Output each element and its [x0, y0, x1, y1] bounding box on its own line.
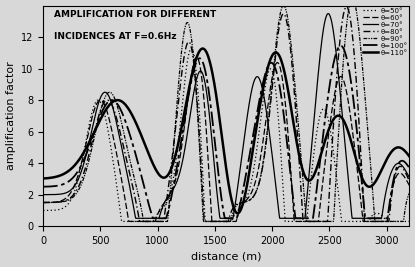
θ=80°: [319, 220, 324, 223]
θ=50°: [41, 209, 46, 212]
θ=90°: [142, 220, 146, 223]
θ=110°: [254, 123, 259, 126]
θ=80°: [344, 5, 349, 8]
θ=60°: [264, 115, 269, 118]
θ=110°: [320, 150, 325, 153]
θ=90°: [347, 4, 352, 7]
θ=80°: [63, 199, 68, 202]
θ=90°: [274, 34, 279, 37]
θ=110°: [235, 212, 240, 215]
Y-axis label: amplification factor: amplification factor: [5, 61, 15, 170]
θ=60°: [407, 184, 412, 187]
Line: θ=100°: θ=100°: [43, 46, 410, 218]
θ=110°: [63, 171, 68, 175]
θ=50°: [275, 106, 280, 109]
θ=50°: [357, 220, 362, 223]
θ=90°: [407, 192, 412, 195]
θ=90°: [264, 140, 269, 144]
θ=50°: [264, 78, 269, 82]
θ=60°: [275, 61, 280, 64]
θ=60°: [254, 175, 259, 178]
θ=90°: [357, 34, 362, 37]
θ=80°: [137, 220, 142, 223]
θ=90°: [41, 201, 46, 204]
Line: θ=80°: θ=80°: [43, 7, 410, 221]
θ=60°: [63, 197, 68, 200]
θ=50°: [254, 148, 259, 151]
θ=50°: [407, 220, 412, 223]
θ=70°: [319, 42, 324, 45]
Line: θ=50°: θ=50°: [43, 48, 410, 221]
θ=110°: [357, 169, 362, 172]
θ=50°: [119, 220, 124, 223]
θ=60°: [41, 201, 46, 204]
θ=50°: [320, 109, 325, 112]
θ=60°: [127, 220, 132, 223]
θ=100°: [151, 217, 156, 220]
θ=80°: [407, 180, 412, 183]
θ=80°: [254, 190, 259, 193]
θ=70°: [407, 176, 412, 179]
θ=70°: [41, 193, 46, 196]
θ=100°: [407, 167, 412, 170]
θ=100°: [264, 70, 269, 73]
θ=100°: [254, 115, 259, 119]
θ=110°: [264, 71, 269, 74]
θ=100°: [338, 44, 343, 47]
θ=50°: [189, 47, 194, 50]
Legend: θ=50°, θ=60°, θ=70°, θ=80°, θ=90°, θ=100°, θ=110°: θ=50°, θ=60°, θ=70°, θ=80°, θ=90°, θ=100…: [362, 7, 408, 57]
X-axis label: distance (m): distance (m): [191, 252, 261, 261]
θ=70°: [357, 217, 362, 220]
Text: AMPLIFICATION FOR DIFFERENT: AMPLIFICATION FOR DIFFERENT: [54, 10, 217, 19]
Line: θ=70°: θ=70°: [43, 14, 410, 218]
Line: θ=110°: θ=110°: [43, 49, 410, 213]
θ=70°: [133, 217, 138, 220]
θ=100°: [274, 72, 279, 75]
θ=70°: [326, 12, 331, 15]
θ=90°: [319, 220, 324, 223]
θ=100°: [63, 182, 68, 185]
θ=80°: [357, 129, 362, 132]
θ=70°: [264, 107, 269, 110]
θ=70°: [254, 76, 259, 79]
θ=60°: [320, 188, 325, 191]
θ=90°: [254, 189, 259, 193]
θ=50°: [63, 205, 68, 208]
θ=70°: [63, 191, 68, 195]
θ=110°: [41, 177, 46, 180]
θ=80°: [274, 41, 279, 44]
θ=100°: [357, 156, 362, 159]
θ=110°: [275, 52, 280, 55]
θ=80°: [41, 201, 46, 204]
θ=80°: [264, 143, 269, 146]
Line: θ=60°: θ=60°: [43, 57, 410, 221]
θ=100°: [41, 185, 46, 188]
Text: INCIDENCES AT F=0.6Hz: INCIDENCES AT F=0.6Hz: [54, 32, 177, 41]
θ=110°: [407, 155, 412, 158]
θ=70°: [274, 194, 279, 197]
θ=110°: [200, 47, 205, 50]
θ=60°: [194, 56, 199, 59]
θ=100°: [319, 147, 324, 151]
θ=60°: [357, 187, 362, 190]
θ=90°: [63, 199, 68, 203]
Line: θ=90°: θ=90°: [43, 6, 410, 221]
